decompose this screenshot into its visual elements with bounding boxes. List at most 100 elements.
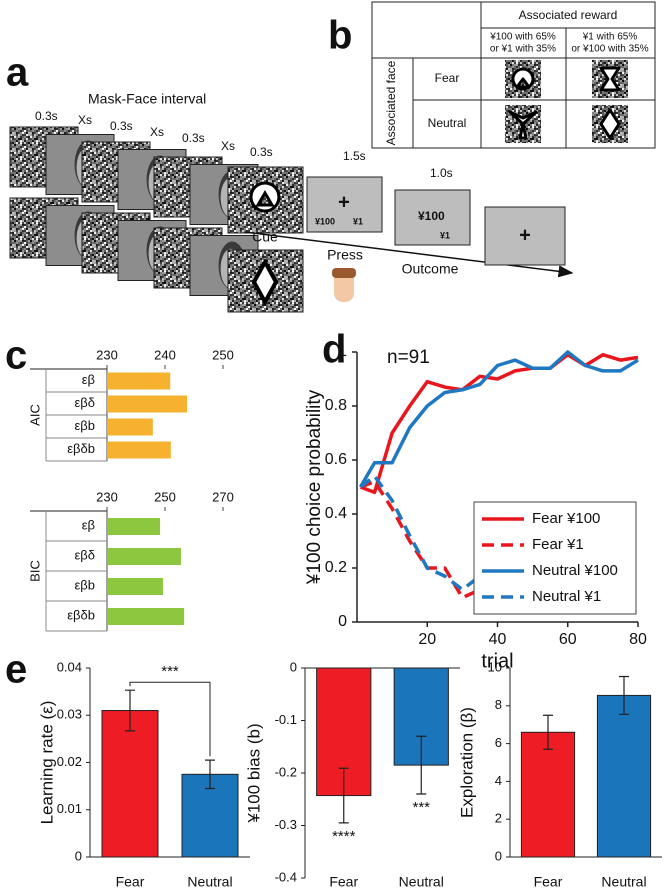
panel-label: d: [322, 328, 346, 372]
panel-label: c: [5, 334, 27, 378]
y-tick-label: 0.4: [325, 505, 347, 522]
panel-title: Mask-Face interval: [88, 91, 206, 107]
error-bar: [125, 689, 135, 732]
screen: [306, 176, 383, 233]
x-tick-label: Fear: [534, 874, 563, 890]
y-tick-label: 8: [495, 697, 502, 712]
line-series: [359, 352, 639, 495]
x-tick-label: Neutral: [601, 874, 646, 890]
cue-symbol: [249, 181, 281, 213]
y-tick-label: 10: [488, 659, 502, 674]
bar: [107, 608, 185, 625]
x-tick-label: Neutral: [187, 874, 232, 890]
error-bar: [338, 767, 349, 824]
x-tick-label: 250: [154, 489, 176, 504]
column-header: or ¥100 with 35%: [571, 44, 648, 55]
y-tick-label: 0: [75, 848, 82, 863]
x-tick-label: Fear: [116, 874, 145, 890]
category-label: εβδ: [74, 547, 95, 562]
y-tick-label: 0.01: [57, 801, 82, 816]
y-tick-label: 0.04: [57, 659, 82, 674]
duration-label: Xs: [78, 113, 92, 127]
symbol: [599, 66, 621, 92]
error-bar: [205, 759, 215, 790]
y-axis-label: ¥100 bias (b): [244, 723, 263, 823]
y-axis-label: Exploration (β): [457, 707, 476, 818]
duration-label: 1.0s: [430, 166, 453, 180]
y-tick-label: 0: [495, 848, 502, 863]
cue-symbol: [251, 257, 279, 307]
duration-label: 0.3s: [35, 109, 58, 123]
y-tick-label: 0.03: [57, 707, 82, 722]
error-bar: [543, 714, 553, 750]
column-header: or ¥1 with 35%: [490, 44, 556, 55]
y-tick-label: 0.8: [325, 397, 347, 414]
y-tick-label: 1: [338, 343, 347, 360]
y-tick-label: 0: [338, 613, 347, 630]
bar: [107, 418, 153, 436]
significance-label: ***: [412, 799, 430, 816]
y-tick-label: 4: [495, 773, 502, 788]
step-label: Outcome: [402, 261, 459, 277]
error-bar: [619, 675, 629, 715]
bar: [596, 694, 652, 858]
bar: [107, 518, 161, 535]
duration-label: 0.3s: [250, 145, 273, 159]
x-tick-label: 230: [96, 489, 118, 504]
y-tick-label: -0.2: [275, 764, 297, 779]
x-tick-label: 270: [212, 489, 234, 504]
x-tick-label: 40: [489, 631, 507, 648]
duration-label: Xs: [150, 125, 164, 139]
column-header: ¥1 with 65%: [582, 32, 638, 43]
x-tick-label: 60: [559, 631, 577, 648]
symbol: [511, 67, 535, 91]
step-label: Press: [327, 247, 363, 263]
x-tick-label: 80: [629, 631, 647, 648]
option-label: ¥1: [353, 216, 363, 226]
panel-label: e: [5, 648, 27, 692]
bar: [101, 710, 159, 858]
x-tick-label: 20: [418, 631, 436, 648]
option-label: ¥100: [418, 209, 445, 223]
y-axis-label: Learning rate (ε): [37, 701, 56, 825]
mask-frame: [227, 166, 304, 234]
option-label: ¥1: [440, 230, 450, 240]
option-label: ¥100: [315, 216, 335, 226]
legend-label: Fear ¥100: [532, 510, 600, 527]
duration-label: 0.3s: [182, 131, 205, 145]
y-tick-label: -0.4: [275, 869, 297, 884]
row-header: Neutral: [428, 116, 467, 130]
duration-label: 0.3s: [110, 119, 133, 133]
fixation: +: [338, 191, 350, 213]
y-tick-label: 0.6: [325, 451, 347, 468]
bar: [107, 578, 163, 595]
y-tick-label: -0.1: [275, 712, 297, 727]
x-tick-label: Fear: [329, 874, 358, 890]
category-label: εβb: [74, 577, 95, 592]
symbol: [599, 108, 621, 140]
legend-label: Neutral ¥100: [532, 562, 618, 579]
y-tick-label: 0: [290, 659, 297, 674]
table-header: Associated reward: [519, 8, 618, 22]
y-tick-label: 2: [495, 811, 502, 826]
panel-label: b: [328, 14, 352, 58]
y-axis-label: ¥100 choice probability: [304, 389, 325, 585]
group-label: BIC: [27, 560, 42, 582]
bar: [520, 731, 576, 858]
x-tick-label: Neutral: [399, 874, 444, 890]
category-label: εβ: [82, 517, 95, 532]
screen: [394, 189, 471, 246]
category-label: εβδb: [67, 441, 95, 456]
hand: [332, 268, 356, 278]
row-group: Associated face: [384, 60, 398, 145]
hand: [334, 278, 354, 302]
y-tick-label: 0.2: [325, 559, 347, 576]
bar: [107, 372, 171, 390]
screen: [484, 206, 566, 266]
bar: [107, 395, 188, 413]
line-series: [358, 350, 639, 488]
x-tick-label: 230: [96, 347, 118, 362]
significance-bracket: [129, 681, 211, 757]
y-tick-label: -0.3: [275, 817, 297, 832]
symbol: [508, 110, 538, 140]
